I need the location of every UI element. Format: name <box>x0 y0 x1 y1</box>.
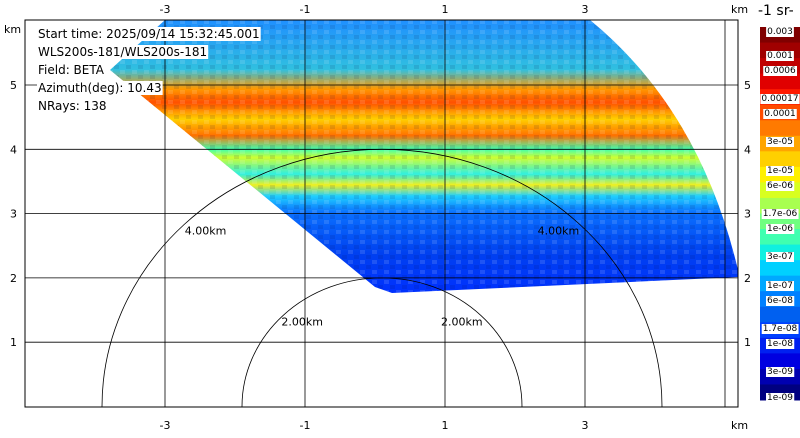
y-tick-label-right: 5 <box>744 79 751 92</box>
colorbar-tick-label: 1e-09 <box>767 393 793 403</box>
range-ring-label: 2.00km <box>281 316 323 329</box>
colorbar-tick-label: 6e-06 <box>767 181 793 191</box>
colorbar-swatch <box>760 73 800 90</box>
range-ring-label: 2.00km <box>441 316 483 329</box>
info-line-background <box>37 81 163 95</box>
range-ring <box>101 148 663 407</box>
colorbar-label-background <box>766 252 794 262</box>
colorbar-label-background <box>766 137 794 147</box>
colorbar-tick-label: 0.0006 <box>764 66 796 76</box>
colorbar-label-background <box>763 109 797 119</box>
colorbar-swatch <box>760 120 800 137</box>
x-unit-label-bottom: km <box>731 419 748 432</box>
colorbar-label-background <box>766 367 795 377</box>
info-line: Start time: 2025/09/14 15:32:45.001 <box>38 27 260 41</box>
info-line-background <box>37 45 209 59</box>
colorbar-tick-label: 0.0001 <box>764 109 796 119</box>
info-line: Azimuth(deg): 10.43 <box>38 81 162 95</box>
info-line: WLS200s-181/WLS200s-181 <box>38 45 207 59</box>
colorbar-label-background <box>766 224 795 234</box>
colorbar-label-background <box>766 296 795 306</box>
colorbar-label-background <box>766 281 794 291</box>
colorbar-label-background <box>766 393 795 403</box>
x-tick-label-bottom: -3 <box>160 419 171 432</box>
range-ring-label: 4.00km <box>185 224 227 237</box>
y-tick-label-right: 3 <box>744 208 751 221</box>
y-tick-label-left: 3 <box>10 208 17 221</box>
y-unit-label: km <box>4 23 21 36</box>
x-tick-label-top: -1 <box>300 3 311 16</box>
colorbar-label-background <box>766 27 794 37</box>
colorbar-tick-label: 1.7e-08 <box>763 324 798 334</box>
info-line-background <box>37 63 106 77</box>
colorbar-unit-label: -1 sr- <box>758 3 794 19</box>
x-tick-label-top: 1 <box>442 3 449 16</box>
colorbar-tick-label: 0.00017 <box>761 94 798 104</box>
y-tick-label-left: 2 <box>10 272 17 285</box>
colorbar-label-background <box>761 324 799 334</box>
y-tick-label-right: 1 <box>744 336 751 349</box>
info-line: Field: BETA <box>38 63 105 77</box>
colorbar-label-background <box>763 66 798 76</box>
colorbar-swatch <box>760 260 800 277</box>
y-tick-label-left: 1 <box>10 336 17 349</box>
colorbar-swatch <box>760 306 800 323</box>
colorbar-swatch <box>760 353 800 370</box>
colorbar-tick-label: 0.003 <box>767 27 793 37</box>
y-tick-label-right: 2 <box>744 272 751 285</box>
colorbar-label-background <box>766 339 795 349</box>
info-line-background <box>37 99 108 113</box>
range-ring <box>241 277 523 407</box>
colorbar-tick-label: 1e-08 <box>767 339 793 349</box>
x-tick-label-bottom: -1 <box>300 419 311 432</box>
info-line-background <box>37 27 261 41</box>
colorbar-tick-label: 0.001 <box>767 51 793 61</box>
x-tick-label-bottom: 1 <box>442 419 449 432</box>
x-tick-label-bottom: 3 <box>582 419 589 432</box>
y-tick-label-left: 4 <box>10 143 17 156</box>
colorbar-label-background <box>766 181 795 191</box>
colorbar-tick-label: 3e-09 <box>767 367 793 377</box>
colorbar-label-background <box>766 166 794 176</box>
x-tick-label-top: -3 <box>160 3 171 16</box>
colorbar-tick-label: 1.7e-06 <box>763 209 798 219</box>
colorbar-tick-label: 1e-06 <box>767 224 793 234</box>
colorbar-swatch <box>760 151 800 168</box>
colorbar-tick-label: 3e-07 <box>767 252 793 262</box>
colorbar-label-background <box>766 51 794 61</box>
colorbar-tick-label: 1e-07 <box>767 281 793 291</box>
colorbar-tick-label: 6e-08 <box>767 296 793 306</box>
colorbar-tick-label: 3e-05 <box>767 137 793 147</box>
y-tick-label-left: 5 <box>10 79 17 92</box>
colorbar-tick-label: 1e-05 <box>767 166 793 176</box>
colorbar-label-background <box>761 209 799 219</box>
colorbar-label-background <box>760 94 800 104</box>
info-line: NRays: 138 <box>38 99 107 113</box>
range-ring-label: 4.00km <box>538 224 580 237</box>
y-tick-label-right: 4 <box>744 143 751 156</box>
x-tick-label-top: 3 <box>582 3 589 16</box>
x-unit-label-top: km <box>731 3 748 16</box>
